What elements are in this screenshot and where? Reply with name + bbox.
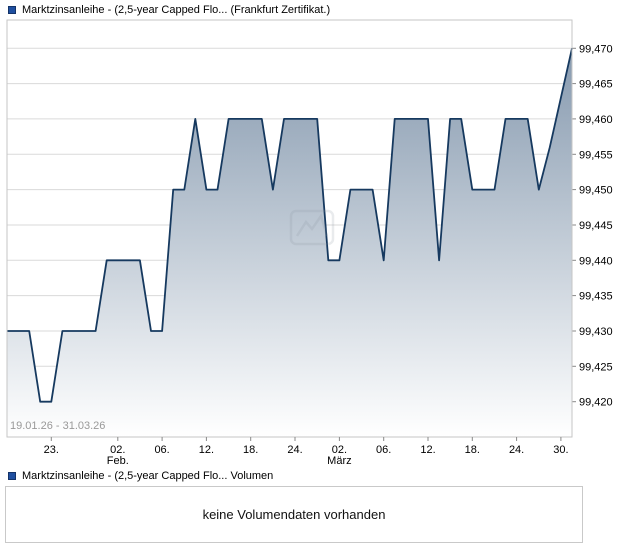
x-tick-label: 06.	[376, 444, 391, 456]
x-tick-label: 18.	[243, 444, 258, 456]
date-range-label: 19.01.26 - 31.03.26	[10, 420, 105, 432]
volume-empty-message: keine Volumendaten vorhanden	[202, 507, 386, 522]
y-tick-label: 99,450	[579, 185, 613, 197]
y-tick-label: 99,425	[579, 361, 613, 373]
volume-legend-label: Marktzinsanleihe - (2,5-year Capped Flo.…	[22, 470, 274, 482]
y-tick-label: 99,440	[579, 255, 613, 267]
x-tick-label: 24.	[287, 444, 302, 456]
price-area	[7, 48, 572, 438]
volume-legend-icon	[8, 472, 16, 480]
x-tick-label: 30.	[553, 444, 568, 456]
x-tick-label: 18.	[465, 444, 480, 456]
plot-border	[6, 19, 573, 438]
volume-legend: Marktzinsanleihe - (2,5-year Capped Flo.…	[0, 467, 620, 483]
price-legend-label: Marktzinsanleihe - (2,5-year Capped Flo.…	[22, 4, 331, 16]
y-axis-labels: 99,470 99,465 99,460 99,455 99,450 99,445 99,4…	[579, 43, 613, 408]
x-tick-label: 02.	[332, 444, 347, 456]
y-tick-label: 99,465	[579, 79, 613, 91]
y-tick-label: 99,430	[579, 326, 613, 338]
y-tick-label: 99,420	[579, 397, 613, 409]
price-legend-icon	[8, 6, 16, 14]
price-legend: Marktzinsanleihe - (2,5-year Capped Flo.…	[0, 0, 620, 17]
y-tick-label: 99,445	[579, 220, 613, 232]
y-tick-label: 99,455	[579, 149, 613, 161]
x-tick-label: 23.	[44, 444, 59, 456]
volume-empty-box: keine Volumendaten vorhanden	[5, 486, 583, 543]
x-tick-label: 06.	[154, 444, 169, 456]
x-tick-label: 12.	[420, 444, 435, 456]
y-tick-label: 99,460	[579, 114, 613, 126]
watermark-icon	[289, 209, 335, 246]
x-tick-label: 24.	[509, 444, 524, 456]
x-tick-label: 02.	[110, 444, 125, 456]
price-chart[interactable]: 99,470 99,465 99,460 99,455 99,450 99,445 99,4…	[0, 17, 620, 467]
x-tick-sublabel: Feb.	[107, 455, 129, 467]
y-tick-label: 99,435	[579, 291, 613, 303]
x-tick-label: 12.	[199, 444, 214, 456]
y-tick-label: 99,470	[579, 43, 613, 55]
price-line	[7, 48, 573, 403]
x-tick-sublabel: März	[327, 455, 351, 467]
